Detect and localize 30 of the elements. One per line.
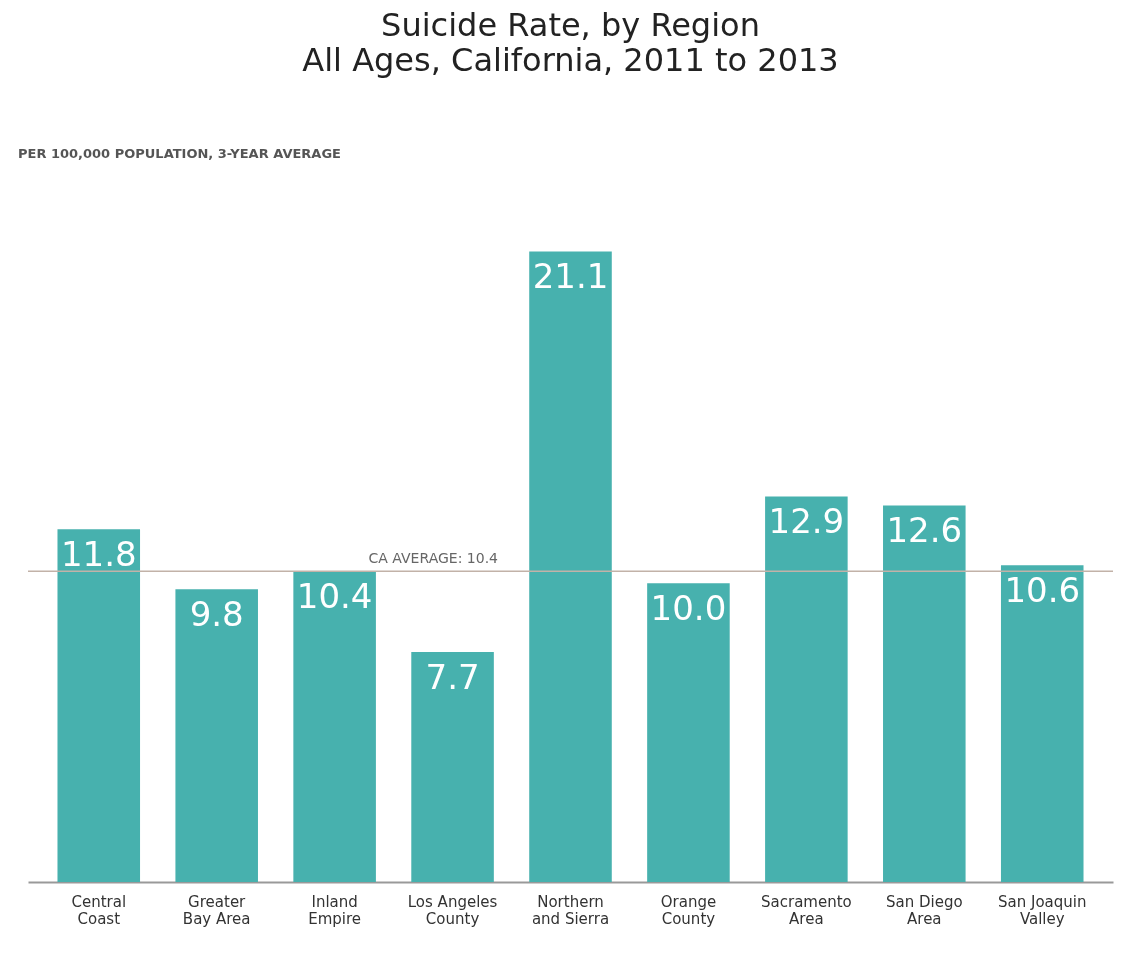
bar <box>175 589 258 882</box>
x-tick-label: San Diego Area <box>885 892 963 928</box>
x-tick-label: Greater Bay Area <box>182 892 251 928</box>
x-tick-label: San Joaquin Valley <box>998 892 1087 928</box>
x-tick-label: Inland Empire <box>308 892 362 928</box>
data-label: 21.1 <box>532 256 609 297</box>
bar <box>1000 565 1084 882</box>
data-label: 9.8 <box>189 594 244 635</box>
bar <box>529 251 612 882</box>
data-label: 12.9 <box>768 501 845 542</box>
x-tick-label: Sacramento Area <box>761 892 852 928</box>
bar <box>293 571 376 882</box>
bar <box>57 529 141 882</box>
chart-title: Suicide Rate, by Region <box>381 6 760 44</box>
bar <box>647 583 730 882</box>
bar <box>765 496 848 882</box>
data-label: 12.6 <box>886 510 963 551</box>
text: PER 100,000 POPULATION, 3-YEAR AVERAGE <box>18 146 341 161</box>
ref-line-label: CA AVERAGE: 10.4 <box>368 550 499 567</box>
data-label: 10.6 <box>1004 570 1081 611</box>
bar <box>411 651 494 882</box>
x-tick-label: Los Angeles County <box>407 892 498 928</box>
x-tick-label: Northern and Sierra <box>531 892 610 928</box>
data-label: 10.0 <box>650 588 727 629</box>
data-label: 7.7 <box>425 656 480 697</box>
data-label: 10.4 <box>296 576 373 617</box>
x-tick-label: Orange County <box>660 892 717 928</box>
bar <box>883 505 966 882</box>
x-tick-label: Central Coast <box>71 892 127 928</box>
data-label: 11.8 <box>60 534 137 575</box>
